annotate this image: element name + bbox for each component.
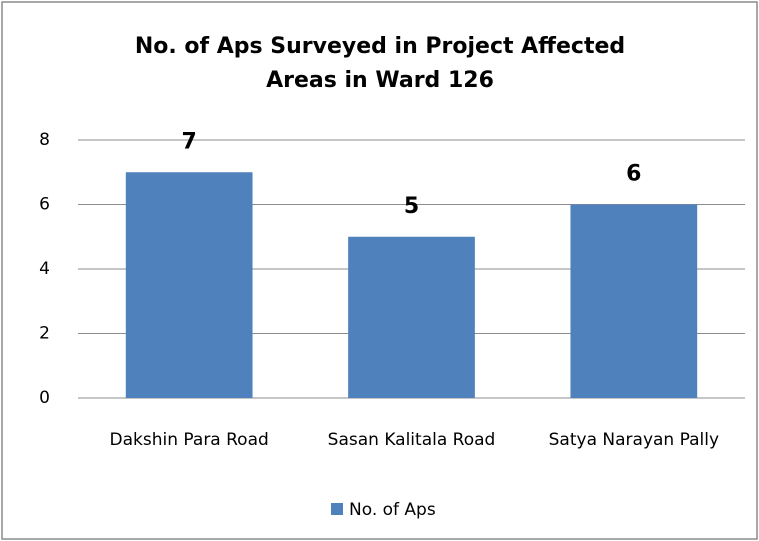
y-tick-label: 0 — [39, 388, 50, 408]
x-tick-label: Dakshin Para Road — [110, 430, 269, 450]
bar — [348, 236, 475, 398]
bar — [570, 204, 698, 398]
x-tick-label: Satya Narayan Pally — [549, 430, 719, 450]
x-tick-label: Sasan Kalitala Road — [328, 430, 496, 450]
y-tick-label: 6 — [39, 195, 50, 215]
data-label: 5 — [404, 194, 419, 219]
legend-swatch — [331, 503, 343, 515]
data-label: 6 — [626, 162, 641, 187]
y-tick-label: 2 — [39, 324, 50, 344]
data-label: 7 — [182, 129, 197, 154]
legend-label: No. of Aps — [349, 500, 436, 520]
chart-title: No. of Aps Surveyed in Project Affected … — [134, 34, 626, 93]
bar — [125, 172, 253, 398]
y-tick-label: 8 — [39, 130, 50, 150]
y-tick-label: 4 — [39, 259, 50, 279]
